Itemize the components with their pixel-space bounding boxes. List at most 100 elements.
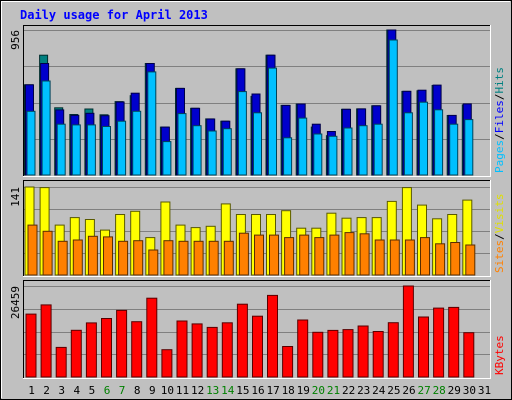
bar-kbytes-day-28 xyxy=(433,307,445,378)
bar-sites-day-9 xyxy=(148,249,159,276)
bar-pages-day-5 xyxy=(86,124,96,176)
bar-kbytes-day-2 xyxy=(40,304,52,378)
bar-pages-day-30 xyxy=(464,119,474,176)
bar-kbytes-day-6 xyxy=(101,318,112,378)
bar-pages-day-29 xyxy=(449,123,459,176)
bar-sites-day-8 xyxy=(133,240,144,276)
x-label-day-17: 17 xyxy=(266,384,279,397)
x-label-day-11: 11 xyxy=(176,384,189,397)
bar-sites-day-29 xyxy=(450,242,461,276)
bar-pages-day-6 xyxy=(102,126,111,176)
bar-pages-day-26 xyxy=(403,112,413,176)
panel-kbytes: 26459 KBytes xyxy=(9,280,506,379)
x-label-day-14: 14 xyxy=(221,384,235,397)
x-label-day-28: 28 xyxy=(433,384,446,397)
bar-kbytes-day-17 xyxy=(267,294,278,378)
y-max-label: 26459 xyxy=(9,286,22,319)
bar-pages-day-27 xyxy=(419,101,428,176)
x-label-day-22: 22 xyxy=(342,384,355,397)
bar-sites-day-4 xyxy=(72,239,83,276)
bar-sites-day-6 xyxy=(103,236,113,276)
bar-sites-day-16 xyxy=(254,234,264,276)
bar-sites-day-1 xyxy=(27,224,38,276)
bar-kbytes-day-9 xyxy=(146,297,158,378)
bar-sites-day-30 xyxy=(465,244,476,276)
bar-sites-day-27 xyxy=(420,237,430,276)
bar-pages-day-10 xyxy=(162,141,172,176)
bar-sites-day-26 xyxy=(404,239,415,276)
legend-entry: Files xyxy=(493,100,506,133)
x-label-day-19: 19 xyxy=(297,384,310,397)
legend-hits-files-pages: Pages/Files/Hits xyxy=(493,67,506,173)
bar-pages-day-4 xyxy=(71,124,81,176)
bar-sites-day-2 xyxy=(42,230,53,276)
x-label-day-8: 8 xyxy=(134,384,141,397)
x-label-day-7: 7 xyxy=(119,384,126,397)
bar-sites-day-19 xyxy=(299,234,310,276)
legend-entry: KBytes xyxy=(493,335,506,375)
bar-kbytes-day-1 xyxy=(25,313,37,378)
bar-kbytes-day-16 xyxy=(252,315,263,378)
bar-sites-day-7 xyxy=(118,240,129,276)
bar-kbytes-day-4 xyxy=(70,329,82,378)
bar-kbytes-day-5 xyxy=(85,322,97,378)
bar-sites-day-5 xyxy=(87,235,98,276)
bar-kbytes-day-19 xyxy=(297,319,309,378)
bar-kbytes-day-3 xyxy=(55,346,67,378)
bar-kbytes-day-14 xyxy=(221,322,233,378)
legend-entry: Sites xyxy=(493,240,506,273)
bar-sites-day-12 xyxy=(193,240,204,276)
bar-sites-day-20 xyxy=(314,237,325,276)
bar-sites-day-17 xyxy=(269,234,279,276)
bar-pages-day-2 xyxy=(41,80,51,176)
legend-entry: / xyxy=(493,94,506,101)
bar-kbytes-day-15 xyxy=(236,303,248,378)
bar-pages-day-18 xyxy=(283,137,293,176)
bar-pages-day-28 xyxy=(434,109,444,176)
bar-pages-day-24 xyxy=(373,123,383,176)
x-label-day-26: 26 xyxy=(402,384,415,397)
bar-pages-day-21 xyxy=(328,135,338,176)
panel-hits-files-pages: 956 Pages/Files/Hits xyxy=(9,25,506,177)
bar-pages-day-11 xyxy=(177,113,187,176)
x-label-day-5: 5 xyxy=(89,384,96,397)
bar-pages-day-9 xyxy=(147,71,157,176)
x-label-day-10: 10 xyxy=(161,384,174,397)
bar-pages-day-17 xyxy=(268,67,277,176)
panel-visits-sites: 141 Sites/Visits xyxy=(9,180,506,277)
x-axis-labels: 1 2 3 4 5 6 7 8 9 10 11 12 13 14 15 16 17 18 19 20 21 22 23 24 2… xyxy=(28,384,491,397)
bar-pages-day-14 xyxy=(222,128,232,176)
bar-kbytes-day-24 xyxy=(372,331,384,378)
bar-sites-day-22 xyxy=(344,232,355,276)
bar-kbytes-day-25 xyxy=(387,322,399,378)
x-label-day-21: 21 xyxy=(327,384,340,397)
x-label-day-27: 27 xyxy=(417,384,430,397)
bar-kbytes-day-10 xyxy=(161,349,173,378)
bar-pages-day-12 xyxy=(192,125,202,176)
y-max-label: 141 xyxy=(9,187,22,207)
bar-sites-day-14 xyxy=(223,240,234,276)
bar-kbytes-day-12 xyxy=(191,323,203,378)
y-max-label: 956 xyxy=(9,30,22,50)
x-label-day-1: 1 xyxy=(28,384,35,397)
bar-sites-day-15 xyxy=(238,232,249,276)
x-label-day-23: 23 xyxy=(357,384,370,397)
bar-pages-day-20 xyxy=(313,133,323,176)
chart-title: Daily usage for April 2013 xyxy=(20,8,208,22)
bar-kbytes-day-29 xyxy=(448,306,460,378)
legend-entry: Pages xyxy=(493,140,506,173)
x-label-day-9: 9 xyxy=(149,384,156,397)
panels-group: 956 Pages/Files/Hits 141 Sites/Visits 26459 K… xyxy=(9,25,506,379)
bar-sites-day-13 xyxy=(208,240,219,276)
legend-entry: / xyxy=(493,133,506,140)
bar-kbytes-day-18 xyxy=(282,346,294,378)
x-label-day-15: 15 xyxy=(236,384,249,397)
bar-pages-day-22 xyxy=(343,127,353,176)
bar-sites-day-23 xyxy=(359,233,370,276)
bar-kbytes-day-13 xyxy=(206,326,218,378)
legend-visits-sites: Sites/Visits xyxy=(493,194,506,274)
bar-pages-day-8 xyxy=(132,110,142,176)
bar-pages-day-1 xyxy=(26,110,36,176)
